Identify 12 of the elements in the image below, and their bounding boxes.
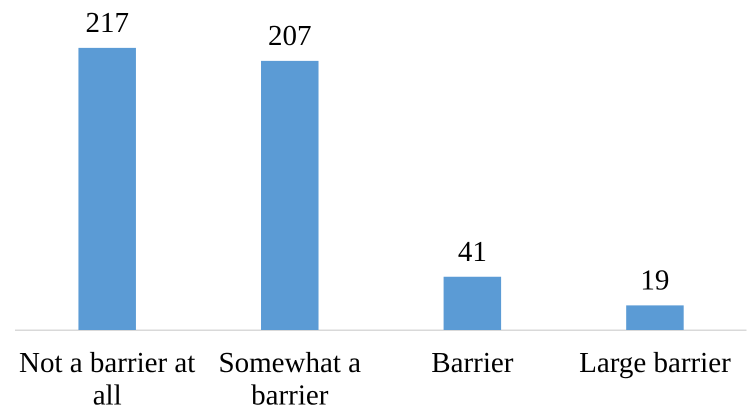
x-tick-label: Somewhat a barrier <box>218 346 362 411</box>
data-label: 41 <box>458 236 487 268</box>
x-tick-label: Barrier <box>431 346 514 379</box>
x-tick-label: Not a barrier at all <box>19 346 196 411</box>
bar <box>261 60 319 330</box>
data-label: 19 <box>640 264 670 296</box>
data-label: 217 <box>85 7 129 40</box>
bar <box>626 305 684 330</box>
data-label: 207 <box>268 20 312 52</box>
bar <box>78 48 136 330</box>
bar <box>444 276 502 330</box>
x-tick-label: Large barrier <box>579 346 732 379</box>
